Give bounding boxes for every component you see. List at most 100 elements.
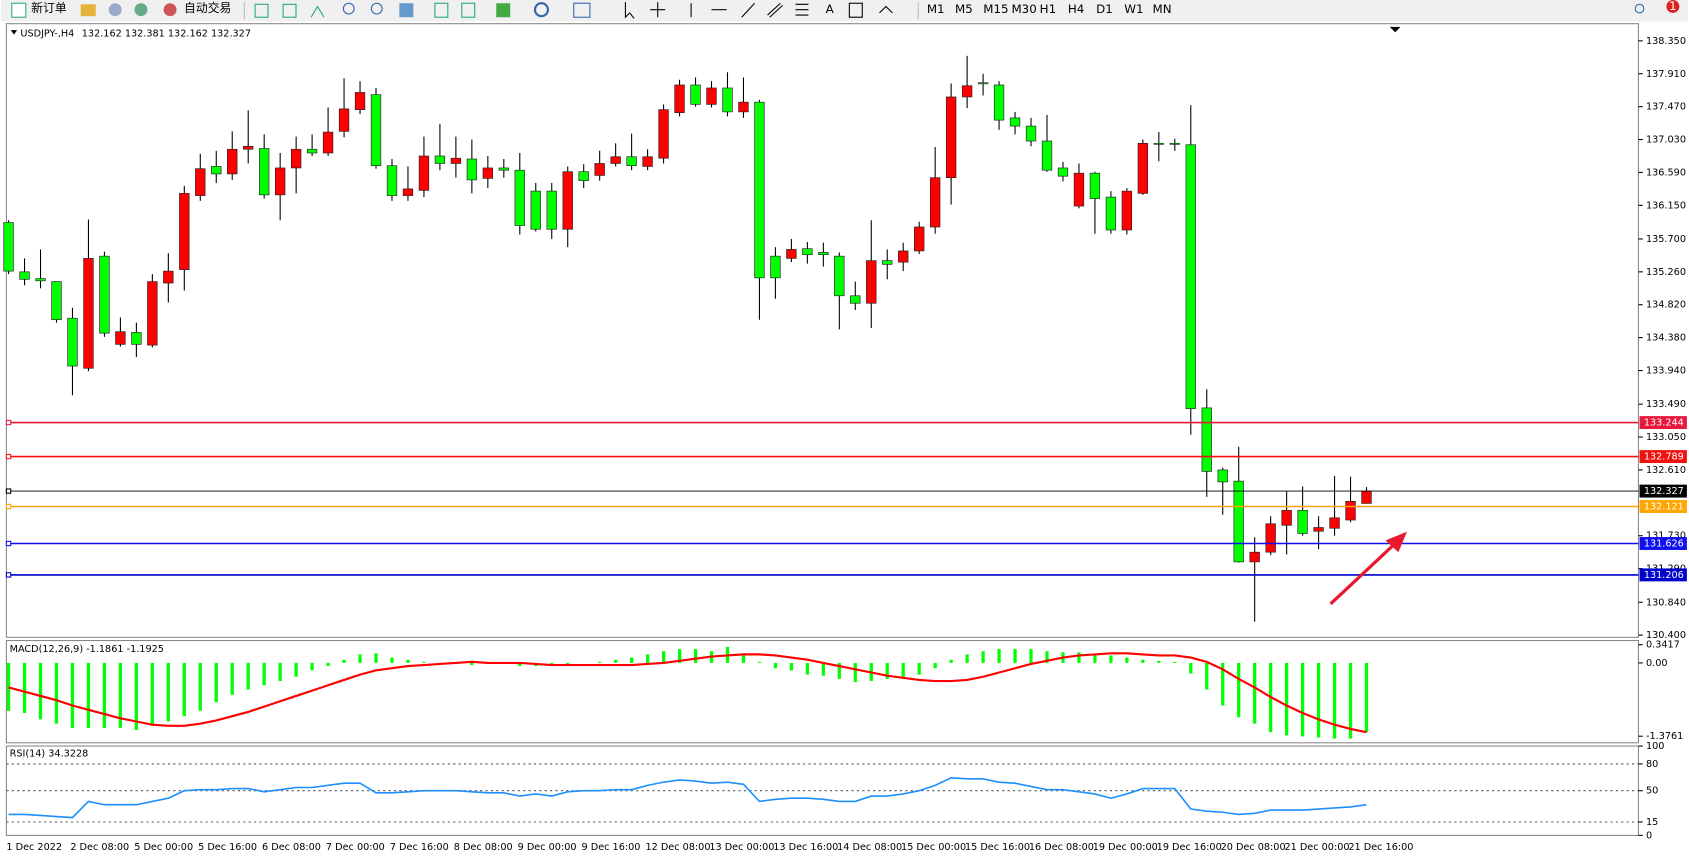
arrows-tool[interactable] <box>879 5 893 14</box>
macd-bar <box>789 662 793 671</box>
timeframe-button[interactable]: H4 <box>1068 2 1084 16</box>
candle-body <box>642 156 653 167</box>
macd-bar <box>933 662 937 669</box>
toolbar-icon[interactable] <box>108 3 122 17</box>
zoom-in-icon[interactable] <box>342 2 355 15</box>
macd-bar <box>645 654 650 663</box>
y-tick-label: 137.030 <box>1646 135 1686 146</box>
candle-body <box>690 84 701 105</box>
templates-icon[interactable] <box>573 2 591 18</box>
chart-title: USDJPY-,H4 <box>20 28 74 39</box>
macd-bar <box>374 653 378 663</box>
timeframe-button[interactable]: D1 <box>1096 2 1113 16</box>
macd-bar <box>310 662 314 671</box>
new-order-button[interactable]: 新订单 <box>31 1 67 15</box>
timeframe-button[interactable]: M1 <box>927 2 945 16</box>
candle-body <box>850 295 861 304</box>
zoom-out-icon[interactable] <box>370 2 383 15</box>
macd-bar <box>1093 654 1097 663</box>
candle-body <box>274 167 286 196</box>
toolbar-icon[interactable] <box>80 4 96 17</box>
price-level-label: 132.121 <box>1644 501 1684 512</box>
candle-body <box>402 188 414 196</box>
candle-body <box>1009 117 1021 127</box>
timeframe-button[interactable]: M5 <box>955 2 973 16</box>
auto-trade-icon[interactable] <box>163 3 177 17</box>
price-level-label-bg <box>1639 450 1687 464</box>
timeframe-button[interactable]: MN <box>1152 2 1171 16</box>
candle-body <box>227 148 238 175</box>
macd-bar <box>1300 662 1305 737</box>
candle-body <box>1041 140 1053 171</box>
toolbar-icon[interactable] <box>134 3 148 17</box>
toolbar-icon[interactable] <box>282 3 297 18</box>
channel-icon[interactable] <box>767 2 783 18</box>
y-tick-label: 138.350 <box>1646 36 1686 47</box>
candle-body <box>562 171 573 230</box>
x-tick-label: 7 Dec 16:00 <box>390 842 449 853</box>
toolbar-icon[interactable] <box>461 2 476 18</box>
x-tick-label: 21 Dec 00:00 <box>1284 842 1349 853</box>
macd-title: MACD(12,26,9) -1.1861 -1.1925 <box>10 644 164 655</box>
candle-body <box>306 148 318 154</box>
cursor-icon[interactable] <box>624 2 635 19</box>
price-level-label: 131.626 <box>1644 538 1684 549</box>
candle-body <box>977 82 989 85</box>
price-level-label-bg <box>1639 537 1687 550</box>
candle-body <box>259 148 270 196</box>
macd-bar <box>1332 662 1337 739</box>
candle-body <box>243 145 254 150</box>
timeframe-button[interactable]: M15 <box>983 2 1008 16</box>
toolbar-icon[interactable] <box>254 3 269 18</box>
annotation-arrow <box>1329 531 1407 606</box>
y-tick-label: 134.820 <box>1646 300 1686 311</box>
candle-body <box>1121 190 1133 231</box>
fibo-icon[interactable] <box>795 3 809 16</box>
crosshair-icon[interactable] <box>650 2 666 18</box>
toolbar-icon[interactable] <box>399 3 414 18</box>
macd-bar <box>1189 662 1193 674</box>
candle-body <box>338 108 350 132</box>
timeframe-button[interactable]: W1 <box>1124 2 1143 16</box>
candle-body <box>738 101 749 113</box>
toolbar-icon[interactable] <box>434 2 449 18</box>
macd-bar <box>278 662 282 682</box>
x-tick-label: 9 Dec 16:00 <box>582 842 641 853</box>
price-level-handle <box>5 503 12 510</box>
x-tick-label: 14 Dec 08:00 <box>837 842 902 853</box>
macd-bar <box>246 662 250 690</box>
macd-bar <box>1013 649 1017 663</box>
periods-icon[interactable] <box>533 2 549 18</box>
notification-badge[interactable] <box>1666 0 1680 13</box>
candle-body <box>1073 172 1085 207</box>
new-order-icon[interactable] <box>11 2 27 18</box>
macd-bar <box>677 649 682 663</box>
candle-body <box>1217 469 1228 483</box>
price-level-handle <box>5 540 12 547</box>
chart-ohlc: 132.162 132.381 132.162 132.327 <box>82 28 251 39</box>
y-tick-label: 135.260 <box>1646 267 1686 278</box>
symbol-menu-arrow[interactable] <box>10 30 18 35</box>
candle-body <box>866 260 877 304</box>
trendline-icon[interactable] <box>741 2 756 18</box>
x-tick-label: 16 Dec 08:00 <box>1029 842 1094 853</box>
indicators-icon[interactable] <box>496 3 511 18</box>
candle-body <box>1345 501 1356 521</box>
timeframe-button[interactable]: H1 <box>1040 2 1056 16</box>
x-tick-label: 13 Dec 16:00 <box>773 842 838 853</box>
macd-bar <box>230 662 234 695</box>
label-tool[interactable] <box>848 2 863 18</box>
macd-bar <box>198 662 202 711</box>
toolbar-icon[interactable] <box>310 5 325 18</box>
candle-body <box>834 255 845 297</box>
auto-trade-button[interactable]: 自动交易 <box>184 1 231 15</box>
macd-bar <box>70 662 75 728</box>
search-icon[interactable] <box>1634 3 1645 14</box>
timeframe-button[interactable]: M30 <box>1011 2 1036 16</box>
candle-body <box>914 226 925 252</box>
candle-body <box>434 155 446 164</box>
y-tick-label: 136.590 <box>1646 167 1686 178</box>
text-tool[interactable]: A <box>826 2 834 16</box>
